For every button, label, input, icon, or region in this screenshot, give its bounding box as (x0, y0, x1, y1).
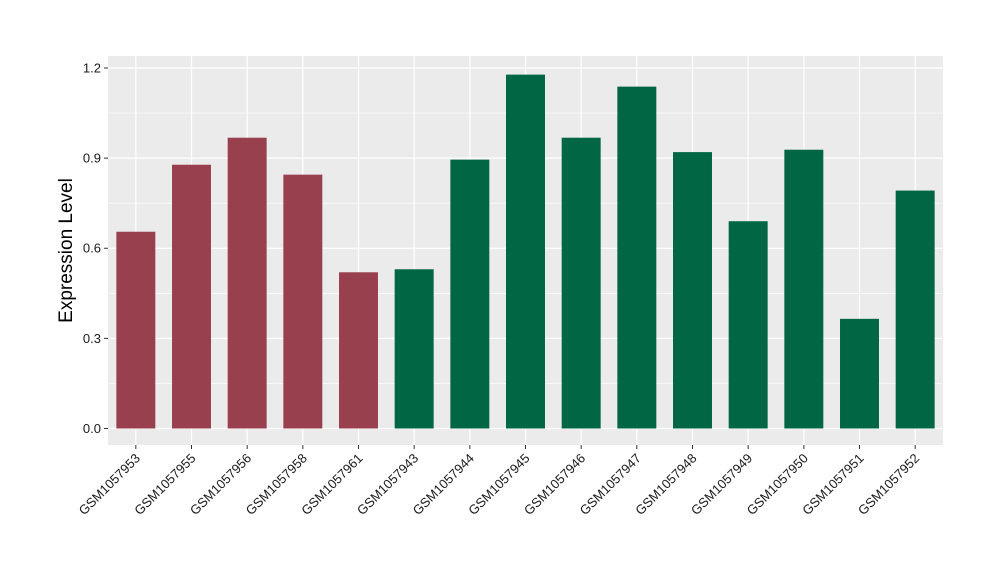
bar-GSM1057955 (172, 164, 211, 429)
y-tick-label: 0.0 (83, 421, 101, 436)
y-tick-label: 0.9 (83, 151, 101, 166)
bar-GSM1057958 (283, 174, 323, 429)
bar-GSM1057952 (895, 190, 935, 429)
bars (116, 74, 935, 429)
bar-GSM1057947 (617, 86, 657, 429)
y-tick-label: 0.3 (83, 331, 101, 346)
bar-GSM1057961 (339, 272, 378, 429)
bar-GSM1057951 (840, 318, 879, 429)
bar-GSM1057943 (394, 269, 434, 429)
y-axis: 0.0 0.3 0.6 0.9 1.2 (83, 61, 108, 436)
y-tick-label: 1.2 (83, 61, 101, 76)
x-axis: GSM1057953GSM1057955GSM1057956GSM1057958… (76, 445, 922, 518)
bar-GSM1057950 (784, 149, 824, 429)
y-axis-title: Expression Level (56, 178, 77, 323)
bar-GSM1057946 (561, 137, 601, 429)
bar-GSM1057953 (116, 231, 156, 429)
bar-GSM1057956 (227, 137, 267, 429)
bar-GSM1057948 (673, 152, 712, 429)
bar-GSM1057944 (450, 159, 490, 429)
bar-GSM1057949 (728, 221, 768, 429)
y-tick-label: 0.6 (83, 241, 101, 256)
bar-GSM1057945 (506, 74, 545, 429)
